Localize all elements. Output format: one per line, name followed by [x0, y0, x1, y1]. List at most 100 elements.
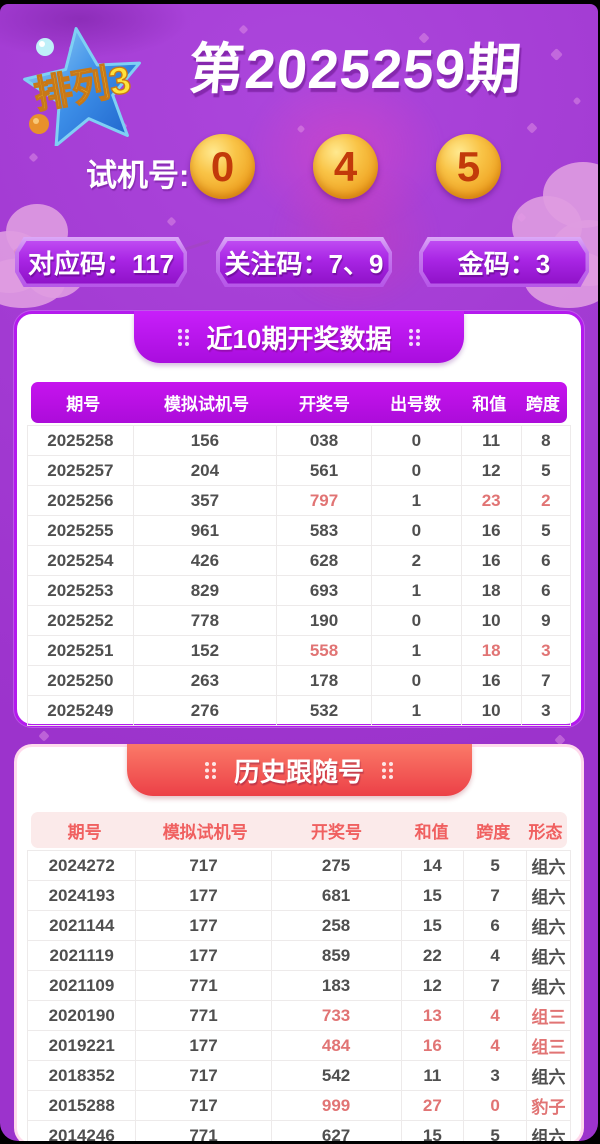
- cell: 组三: [531, 1038, 566, 1057]
- table-row: 2025255 961 583 0 16 5: [28, 515, 570, 545]
- column-header: 形态: [528, 822, 563, 842]
- cell: 11: [402, 1061, 465, 1090]
- test-number-row: 试机号: 0 4 5: [0, 134, 598, 214]
- cell: 豹子: [531, 1098, 566, 1117]
- cell: 276: [134, 696, 278, 725]
- corresponding-code-button[interactable]: 对应码：117: [15, 237, 187, 287]
- cell: 778: [134, 606, 278, 635]
- watch-code-button[interactable]: 关注码：7、9: [216, 237, 392, 287]
- cell: 组六: [531, 948, 566, 967]
- lottery-page: 排列3 第2025259期 试机号: 0 4 5 对应码：117 关注码：7、9…: [0, 4, 598, 1141]
- column-header: 期号: [66, 395, 101, 414]
- cell: 797: [277, 486, 373, 515]
- column-header: 模拟试机号: [164, 395, 250, 414]
- cell: 2015288: [28, 1091, 137, 1120]
- cell: 999: [272, 1091, 402, 1120]
- recent-draws-tab: 近10期开奖数据: [134, 311, 464, 363]
- cell: 6: [464, 911, 528, 940]
- column-header: 出号数: [390, 395, 442, 414]
- table-row: 2025256 357 797 1 23 2: [28, 485, 570, 515]
- table-row: 2015288 717 999 27 0 豹子: [28, 1090, 570, 1120]
- table-row: 2024193 177 681 15 7 组六: [28, 880, 570, 910]
- sparkle-icon: [296, 124, 306, 134]
- dots-icon: [382, 761, 393, 779]
- cell: 961: [134, 516, 278, 545]
- cell: 2025249: [28, 696, 134, 725]
- table-header-row: 期号 模拟试机号 开奖号 出号数 和值 跨度: [31, 382, 567, 423]
- cell: 2025257: [28, 456, 134, 485]
- cell: 12: [402, 971, 465, 1000]
- cell: 15: [402, 881, 465, 910]
- cell: 152: [134, 636, 278, 665]
- cell: 2024272: [28, 851, 137, 880]
- cell: 9: [541, 610, 551, 630]
- cell: 3: [541, 700, 551, 720]
- cell: 15: [402, 911, 465, 940]
- table-row: 2019221 177 484 16 4 组三: [28, 1030, 570, 1060]
- cell: 177: [136, 941, 272, 970]
- cell: 1: [372, 486, 462, 515]
- cell: 2: [372, 546, 462, 575]
- cell: 2021144: [28, 911, 137, 940]
- cell: 5: [541, 520, 551, 540]
- dots-icon: [177, 328, 189, 346]
- cell: 4: [464, 1031, 528, 1060]
- cell: 357: [134, 486, 278, 515]
- cell: 3: [464, 1061, 528, 1090]
- cell: 177: [136, 1031, 272, 1060]
- cell: 16: [402, 1031, 465, 1060]
- cell: 2021109: [28, 971, 137, 1000]
- cell: 8: [541, 430, 551, 450]
- sparkle-icon: [572, 96, 582, 106]
- cell: 2019221: [28, 1031, 137, 1060]
- table-body: 2024272 717 275 14 5 组六 2024193 177 681 15 7 组六 2021…: [27, 850, 571, 1141]
- cell: 190: [277, 606, 373, 635]
- cell: 717: [136, 1061, 272, 1090]
- column-header: 开奖号: [311, 822, 362, 842]
- cell: 27: [402, 1091, 465, 1120]
- cell: 0: [372, 606, 462, 635]
- cell: 558: [277, 636, 373, 665]
- cell: 681: [272, 881, 402, 910]
- cell: 2025253: [28, 576, 134, 605]
- table-row: 2014246 771 627 15 5 组六: [28, 1120, 570, 1141]
- cell: 693: [277, 576, 373, 605]
- cell: 22: [402, 941, 465, 970]
- recent-draws-card: 近10期开奖数据 期号 模拟试机号 开奖号 出号数 和值 跨度 2025258 156 038…: [14, 311, 584, 727]
- column-header: 和值: [414, 822, 449, 842]
- table-row: 2018352 717 542 11 3 组六: [28, 1060, 570, 1090]
- cell: 2014246: [28, 1121, 137, 1141]
- table-row: 2021144 177 258 15 6 组六: [28, 910, 570, 940]
- cell: 1: [372, 576, 462, 605]
- cell: 258: [272, 911, 402, 940]
- cell: 2021119: [28, 941, 137, 970]
- cell: 1: [372, 636, 462, 665]
- cell: 2025252: [28, 606, 134, 635]
- cell: 组六: [531, 888, 566, 907]
- recent-draws-title: 近10期开奖数据: [206, 323, 392, 354]
- cell: 组六: [531, 978, 566, 997]
- cell: 627: [272, 1121, 402, 1141]
- cell: 542: [272, 1061, 402, 1090]
- column-header: 模拟试机号: [162, 822, 248, 842]
- cell: 18: [462, 636, 522, 665]
- table-row: 2025254 426 628 2 16 6: [28, 545, 570, 575]
- cell: 2025251: [28, 636, 134, 665]
- cell: 484: [272, 1031, 402, 1060]
- cell: 583: [277, 516, 373, 545]
- cell: 183: [272, 971, 402, 1000]
- sparkle-icon: [166, 216, 177, 227]
- cell: 18: [462, 576, 522, 605]
- cell: 7: [541, 670, 551, 690]
- cell: 859: [272, 941, 402, 970]
- cell: 177: [136, 881, 272, 910]
- column-header: 跨度: [476, 822, 511, 842]
- cell: 0: [372, 456, 462, 485]
- cell: 717: [136, 1091, 272, 1120]
- cell: 263: [134, 666, 278, 695]
- cell: 038: [277, 426, 373, 455]
- gold-code-button[interactable]: 金码：3: [419, 237, 589, 287]
- history-follow-tab: 历史跟随号: [126, 744, 472, 796]
- table-row: 2025253 829 693 1 18 6: [28, 575, 570, 605]
- lottery-ball: 4: [313, 134, 378, 199]
